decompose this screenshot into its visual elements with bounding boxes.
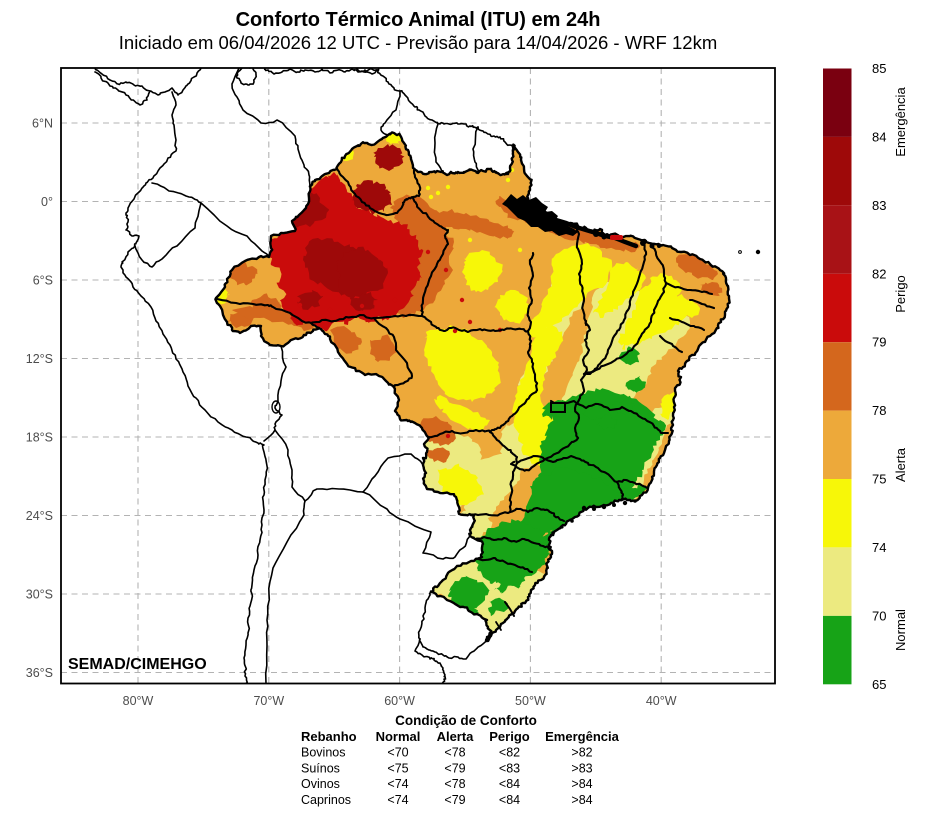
svg-text:6°N: 6°N (32, 117, 53, 131)
svg-text:70°W: 70°W (253, 694, 284, 708)
svg-text:Iniciado em 06/04/2026 12 UTC: Iniciado em 06/04/2026 12 UTC - Previsão… (119, 32, 717, 53)
svg-text:70: 70 (872, 608, 886, 623)
svg-text:>84: >84 (571, 777, 592, 791)
svg-text:Condição de Conforto: Condição de Conforto (395, 713, 537, 728)
svg-text:>82: >82 (571, 746, 592, 760)
svg-text:75: 75 (872, 472, 886, 487)
svg-text:24°S: 24°S (26, 509, 53, 523)
svg-text:SEMAD/CIMEHGO: SEMAD/CIMEHGO (68, 656, 207, 673)
svg-text:Alerta: Alerta (893, 447, 908, 482)
svg-text:>84: >84 (571, 793, 592, 807)
svg-text:85: 85 (872, 61, 886, 76)
svg-text:Emergência: Emergência (545, 729, 619, 744)
svg-text:74: 74 (872, 540, 886, 555)
svg-text:<84: <84 (499, 793, 520, 807)
svg-text:82: 82 (872, 266, 886, 281)
svg-text:80°W: 80°W (123, 694, 154, 708)
svg-text:Normal: Normal (893, 609, 908, 651)
svg-text:65: 65 (872, 677, 886, 692)
svg-text:0°: 0° (41, 195, 53, 209)
svg-text:78: 78 (872, 403, 886, 418)
svg-text:<74: <74 (387, 793, 408, 807)
svg-text:12°S: 12°S (26, 352, 53, 366)
svg-text:<78: <78 (444, 746, 465, 760)
svg-text:Ovinos: Ovinos (301, 777, 340, 791)
svg-text:40°W: 40°W (646, 694, 677, 708)
svg-text:<82: <82 (499, 746, 520, 760)
svg-text:Bovinos: Bovinos (301, 746, 345, 760)
svg-text:18°S: 18°S (26, 431, 53, 445)
svg-text:Emergência: Emergência (893, 87, 908, 157)
svg-text:6°S: 6°S (33, 274, 53, 288)
svg-text:<83: <83 (499, 761, 520, 775)
svg-text:30°S: 30°S (26, 588, 53, 602)
svg-text:Conforto Térmico Animal (ITU): Conforto Térmico Animal (ITU) em 24h (236, 9, 601, 31)
svg-text:79: 79 (872, 335, 886, 350)
svg-text:Perigo: Perigo (489, 729, 530, 744)
svg-text:>83: >83 (571, 761, 592, 775)
svg-text:<79: <79 (444, 793, 465, 807)
svg-text:Perigo: Perigo (893, 275, 908, 313)
svg-text:36°S: 36°S (26, 666, 53, 680)
svg-text:Suínos: Suínos (301, 761, 340, 775)
svg-text:<78: <78 (444, 777, 465, 791)
svg-text:<75: <75 (387, 761, 408, 775)
svg-text:84: 84 (872, 129, 886, 144)
svg-text:Caprinos: Caprinos (301, 793, 351, 807)
svg-text:<84: <84 (499, 777, 520, 791)
svg-text:<70: <70 (387, 746, 408, 760)
svg-text:83: 83 (872, 198, 886, 213)
svg-text:Normal: Normal (376, 729, 421, 744)
svg-text:<74: <74 (387, 777, 408, 791)
svg-text:<79: <79 (444, 761, 465, 775)
svg-text:60°W: 60°W (384, 694, 415, 708)
svg-text:Rebanho: Rebanho (301, 729, 357, 744)
svg-text:Alerta: Alerta (437, 729, 475, 744)
svg-text:50°W: 50°W (515, 694, 546, 708)
